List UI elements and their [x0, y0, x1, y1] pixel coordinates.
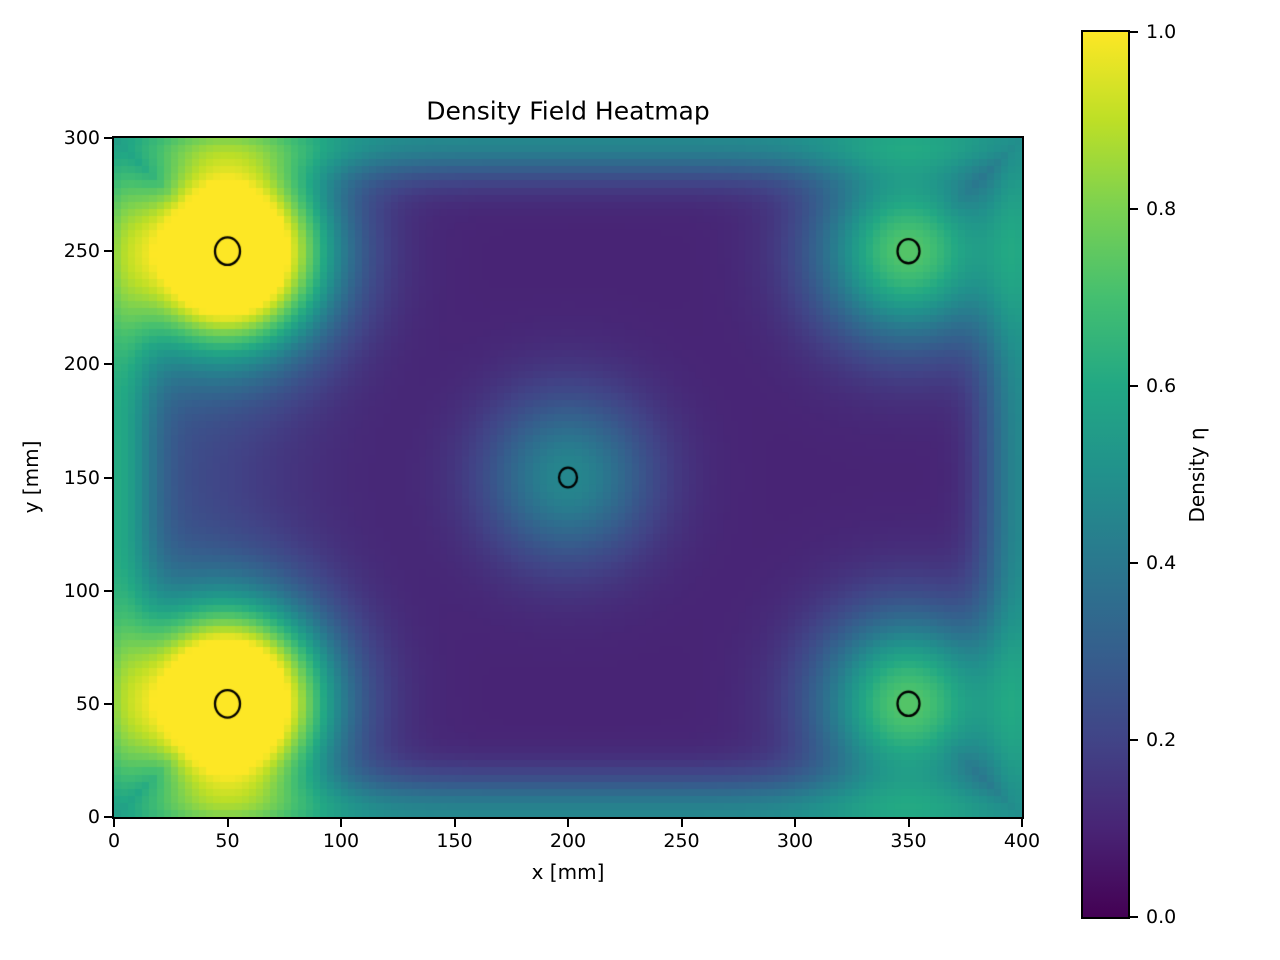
heatmap-canvas: [114, 138, 1022, 817]
y-tick-mark: [104, 476, 112, 479]
colorbar-tick-label: 0.4: [1146, 552, 1177, 574]
colorbar-tick-mark: [1130, 739, 1138, 741]
y-tick-mark: [104, 589, 112, 592]
y-tick-label: 100: [63, 579, 100, 602]
x-tick-label: 400: [1003, 830, 1041, 852]
x-tick-label: 300: [776, 830, 814, 852]
colorbar-tick-label: 0.0: [1146, 906, 1177, 928]
x-tick-mark: [907, 819, 910, 827]
colorbar-gradient: [1083, 32, 1128, 917]
colorbar-tick-mark: [1130, 562, 1138, 564]
colorbar-tick-mark: [1130, 916, 1138, 918]
colorbar-tick-label: 0.6: [1146, 375, 1177, 397]
x-tick-mark: [680, 819, 683, 827]
x-tick-label: 250: [663, 830, 700, 852]
colorbar-tick-label: 0.8: [1146, 198, 1177, 220]
x-tick-mark: [794, 819, 796, 827]
x-tick-label: 200: [549, 830, 587, 852]
chart-title: Density Field Heatmap: [426, 96, 710, 126]
y-tick-mark: [104, 137, 112, 139]
y-tick-label: 200: [63, 353, 100, 376]
x-tick-label: 150: [436, 830, 473, 852]
x-tick-label: 100: [322, 830, 360, 852]
y-tick-label: 300: [63, 127, 100, 149]
x-tick-mark: [1021, 819, 1023, 827]
y-tick-label: 50: [75, 692, 100, 715]
colorbar-tick-mark: [1130, 31, 1138, 33]
x-tick-mark: [226, 819, 229, 827]
y-tick-mark: [104, 363, 112, 366]
colorbar-tick-mark: [1130, 385, 1138, 387]
y-tick-label: 0: [87, 806, 100, 828]
x-tick-mark: [340, 819, 342, 827]
y-tick-mark: [104, 702, 112, 705]
y-tick-mark: [104, 250, 112, 253]
colorbar-border: [1081, 30, 1130, 919]
colorbar-tick-label: 0.2: [1146, 729, 1177, 751]
x-tick-label: 50: [215, 830, 240, 852]
x-tick-mark: [567, 819, 569, 827]
x-tick-mark: [113, 819, 115, 827]
colorbar-tick-label: 1.0: [1146, 21, 1177, 43]
axes-border: [112, 136, 1024, 819]
y-axis-label: y [mm]: [19, 440, 43, 514]
x-tick-label: 350: [890, 830, 927, 852]
y-tick-label: 150: [63, 466, 100, 489]
x-axis-label: x [mm]: [531, 860, 605, 884]
y-tick-mark: [104, 816, 112, 818]
x-tick-mark: [453, 819, 456, 827]
colorbar-tick-mark: [1130, 208, 1138, 210]
colorbar-label: Density η: [1185, 427, 1209, 523]
x-tick-label: 0: [107, 830, 121, 852]
y-tick-label: 250: [63, 240, 100, 263]
